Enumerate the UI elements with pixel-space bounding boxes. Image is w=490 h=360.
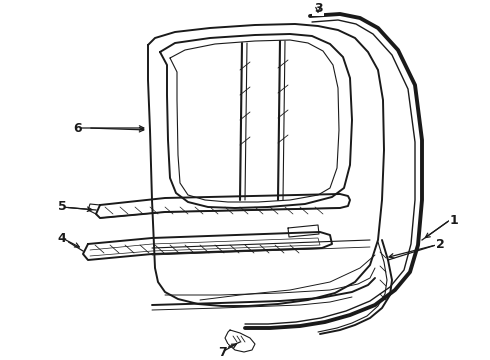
Text: 6: 6 <box>74 122 82 135</box>
Text: 3: 3 <box>314 1 322 14</box>
Text: 5: 5 <box>58 201 66 213</box>
Text: 2: 2 <box>436 238 445 252</box>
Text: 7: 7 <box>218 346 226 359</box>
Text: 1: 1 <box>450 213 459 226</box>
Text: 4: 4 <box>58 231 66 244</box>
